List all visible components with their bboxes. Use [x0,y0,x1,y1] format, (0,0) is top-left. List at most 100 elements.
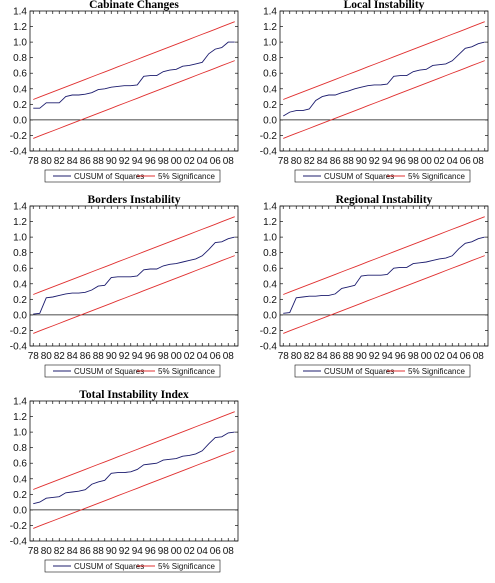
series-line-lower-bound [283,60,485,139]
series-line-cusum [33,41,235,109]
x-tick-label: 78 [278,351,290,362]
x-tick-label: 82 [54,546,66,557]
x-tick-label: 78 [28,351,40,362]
x-tick-label: 88 [93,546,105,557]
x-tick-label: 02 [184,156,196,167]
x-tick-label: 78 [28,546,40,557]
x-tick-label: 88 [93,351,105,362]
y-tick-label: 1.2 [13,217,27,228]
x-tick-label: 82 [54,351,66,362]
series-line-cusum [283,236,485,314]
x-tick-label: 80 [41,156,53,167]
chart-panel: Regional Instability -0.4 -0.2 0.0 0.2 0.4 0.6… [260,194,489,378]
x-tick-label: 80 [41,546,53,557]
y-tick-label: 1.2 [263,217,277,228]
x-tick-label: 02 [434,156,446,167]
x-tick-label: 86 [80,156,92,167]
series-line-upper-bound [283,21,485,100]
plot-frame [279,10,489,152]
chart-title: Local Instability [344,0,425,11]
x-tick-label: 04 [197,351,209,362]
y-tick-label: 0.0 [13,310,27,321]
x-tick-label: 88 [93,156,105,167]
x-tick-label: 04 [447,351,459,362]
y-tick-label: 0.6 [13,69,27,80]
chart-panel: Local Instability -0.4 -0.2 0.0 0.2 0.4 0.6 0.8… [260,0,489,183]
y-tick-label: 0.4 [263,84,277,95]
x-tick-label: 96 [395,351,407,362]
x-tick-label: 84 [67,156,79,167]
y-tick-label: -0.4 [260,147,278,158]
plot-frame [29,10,239,152]
x-tick-label: 02 [434,351,446,362]
x-tick-label: 00 [171,351,183,362]
x-tick-label: 96 [145,156,157,167]
y-tick-label: -0.2 [260,326,278,337]
y-tick-label: 1.0 [263,38,277,49]
y-tick-label: 0.2 [263,295,277,306]
x-tick-label: 04 [197,156,209,167]
x-tick-label: 82 [54,156,66,167]
chart-title: Regional Instability [336,194,433,206]
x-tick-label: 92 [119,351,131,362]
x-tick-label: 96 [395,156,407,167]
x-tick-label: 80 [41,351,53,362]
y-tick-label: -0.2 [260,131,278,142]
series-line-upper-bound [283,216,485,295]
series-line-upper-bound [33,21,235,100]
series-line-lower-bound [33,255,235,334]
y-tick-label: -0.2 [10,131,28,142]
x-tick-label: 84 [67,546,79,557]
y-tick-label: -0.2 [10,326,28,337]
y-tick-label: -0.4 [10,537,28,548]
x-tick-label: 00 [171,156,183,167]
chart-panel: Total Instability Index -0.4 -0.2 0.0 0.2 0.4… [10,389,239,573]
y-tick-label: 0.6 [13,459,27,470]
x-tick-label: 86 [80,546,92,557]
x-tick-label: 94 [132,546,144,557]
y-tick-label: 1.0 [13,428,27,439]
x-tick-label: 08 [473,351,485,362]
y-tick-label: 1.0 [13,233,27,244]
chart-title: Cabinate Changes [89,0,179,11]
x-tick-label: 96 [145,351,157,362]
series-line-cusum [283,41,485,117]
x-tick-label: 84 [317,156,329,167]
y-tick-label: 1.2 [263,22,277,33]
x-tick-label: 98 [158,351,170,362]
y-tick-label: 0.8 [13,248,27,259]
legend-box [294,364,471,378]
plot-frame [29,400,239,542]
x-tick-label: 92 [369,156,381,167]
x-tick-label: 94 [382,156,394,167]
x-tick-label: 94 [382,351,394,362]
legend-label: CUSUM of Squares [324,172,394,181]
x-tick-label: 06 [460,351,472,362]
series-line-cusum [33,431,235,505]
y-tick-label: 0.2 [13,490,27,501]
chart-panel: Borders Instability -0.4 -0.2 0.0 0.2 0.4 0.6 0… [10,194,239,378]
y-tick-label: 1.2 [13,412,27,423]
y-tick-label: 1.4 [263,7,277,18]
y-tick-label: 0.8 [263,248,277,259]
y-tick-label: 1.0 [263,233,277,244]
x-tick-label: 80 [291,156,303,167]
x-tick-label: 90 [356,351,368,362]
x-tick-label: 02 [184,546,196,557]
legend-label: 5% Significance [158,367,215,376]
x-tick-label: 88 [343,351,355,362]
x-tick-label: 82 [304,156,316,167]
x-tick-label: 00 [421,156,433,167]
x-tick-label: 90 [356,156,368,167]
x-tick-label: 84 [67,351,79,362]
series-line-lower-bound [33,60,235,139]
y-tick-label: 0.0 [263,310,277,321]
y-tick-label: -0.4 [10,342,28,353]
x-tick-label: 98 [408,156,420,167]
y-tick-label: 0.0 [13,505,27,516]
x-tick-label: 82 [304,351,316,362]
y-tick-label: -0.2 [10,521,28,532]
x-tick-label: 98 [408,351,420,362]
y-tick-label: 0.6 [13,264,27,275]
